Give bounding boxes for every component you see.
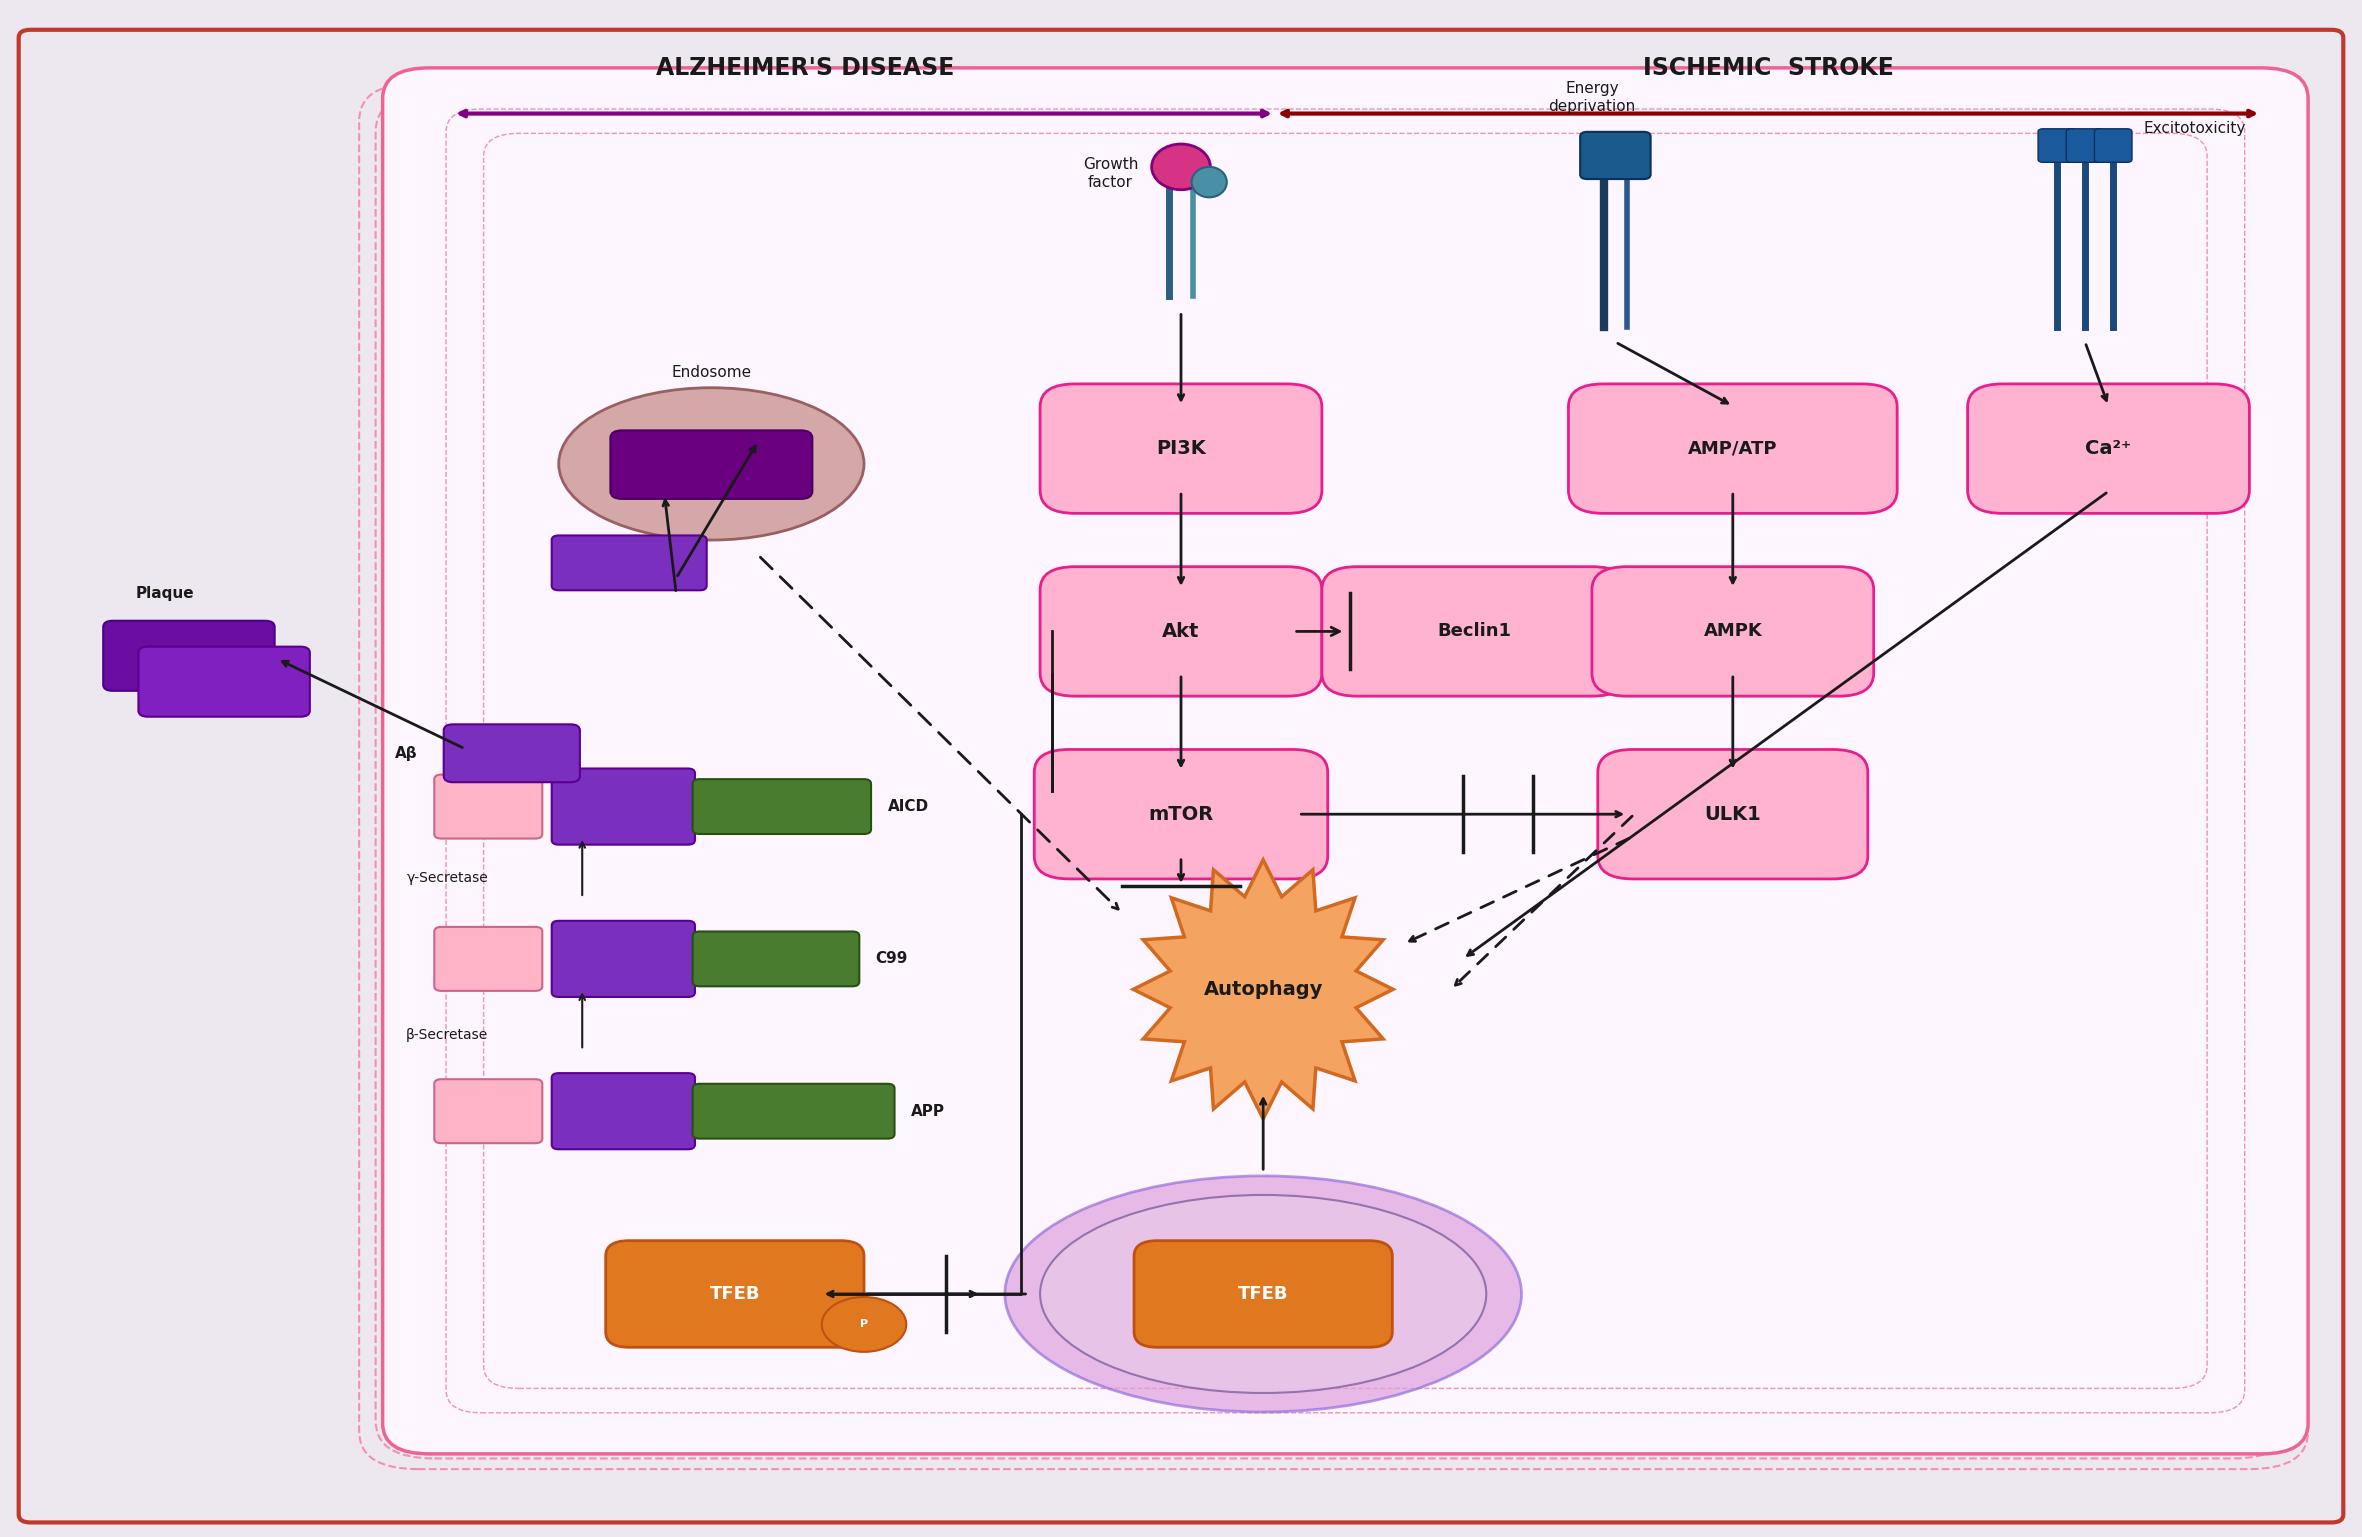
Text: ISCHEMIC  STROKE: ISCHEMIC STROKE [1642, 55, 1894, 80]
FancyBboxPatch shape [1592, 567, 1873, 696]
FancyBboxPatch shape [19, 29, 2343, 1523]
FancyBboxPatch shape [692, 1084, 895, 1139]
Text: γ-Secretase: γ-Secretase [406, 871, 489, 885]
FancyBboxPatch shape [1597, 750, 1868, 879]
Text: Growth
factor: Growth factor [1082, 157, 1138, 189]
Text: TFEB: TFEB [709, 1285, 761, 1303]
FancyBboxPatch shape [435, 927, 543, 991]
FancyBboxPatch shape [2095, 129, 2133, 163]
Text: AMP/ATP: AMP/ATP [1689, 440, 1779, 458]
Ellipse shape [560, 387, 864, 539]
FancyBboxPatch shape [1035, 750, 1327, 879]
Text: Aβ: Aβ [394, 745, 418, 761]
FancyBboxPatch shape [104, 621, 274, 690]
Text: Autophagy: Autophagy [1205, 981, 1323, 999]
Polygon shape [1134, 859, 1394, 1119]
FancyBboxPatch shape [2067, 129, 2105, 163]
FancyBboxPatch shape [1323, 567, 1627, 696]
FancyBboxPatch shape [692, 931, 860, 987]
Text: AMPK: AMPK [1703, 622, 1762, 641]
Text: Ca²⁺: Ca²⁺ [2086, 440, 2131, 458]
Ellipse shape [1153, 144, 1209, 189]
Ellipse shape [1190, 168, 1226, 197]
FancyBboxPatch shape [435, 775, 543, 839]
Text: P: P [860, 1319, 869, 1330]
FancyBboxPatch shape [605, 1240, 864, 1348]
Text: APP: APP [912, 1104, 945, 1119]
FancyBboxPatch shape [139, 647, 309, 716]
Text: ALZHEIMER'S DISEASE: ALZHEIMER'S DISEASE [657, 55, 954, 80]
FancyBboxPatch shape [435, 1079, 543, 1144]
Text: ULK1: ULK1 [1705, 805, 1762, 824]
Text: β-Secretase: β-Secretase [406, 1028, 489, 1042]
FancyBboxPatch shape [1134, 1240, 1391, 1348]
Text: Akt: Akt [1162, 622, 1200, 641]
Text: AICD: AICD [888, 799, 928, 815]
Text: mTOR: mTOR [1148, 805, 1214, 824]
Text: Beclin1: Beclin1 [1438, 622, 1512, 641]
Text: PI3K: PI3K [1155, 440, 1207, 458]
FancyBboxPatch shape [553, 768, 694, 845]
Text: Endosome: Endosome [671, 364, 751, 380]
Ellipse shape [1039, 1194, 1486, 1393]
Text: Energy
deprivation: Energy deprivation [1549, 81, 1635, 114]
FancyBboxPatch shape [609, 430, 813, 500]
Ellipse shape [1004, 1176, 1521, 1413]
FancyBboxPatch shape [1039, 384, 1323, 513]
FancyBboxPatch shape [692, 779, 872, 835]
FancyBboxPatch shape [1568, 384, 1897, 513]
FancyBboxPatch shape [1039, 567, 1323, 696]
Text: Excitotoxicity: Excitotoxicity [2145, 121, 2246, 137]
Text: Plaque: Plaque [137, 586, 194, 601]
FancyBboxPatch shape [553, 535, 706, 590]
FancyBboxPatch shape [1580, 132, 1651, 178]
Text: TFEB: TFEB [1238, 1285, 1287, 1303]
FancyBboxPatch shape [444, 724, 581, 782]
FancyBboxPatch shape [553, 921, 694, 998]
FancyBboxPatch shape [1968, 384, 2249, 513]
FancyBboxPatch shape [2038, 129, 2076, 163]
Circle shape [822, 1297, 907, 1353]
Text: C99: C99 [876, 951, 907, 967]
FancyBboxPatch shape [553, 1073, 694, 1150]
FancyBboxPatch shape [383, 68, 2308, 1454]
